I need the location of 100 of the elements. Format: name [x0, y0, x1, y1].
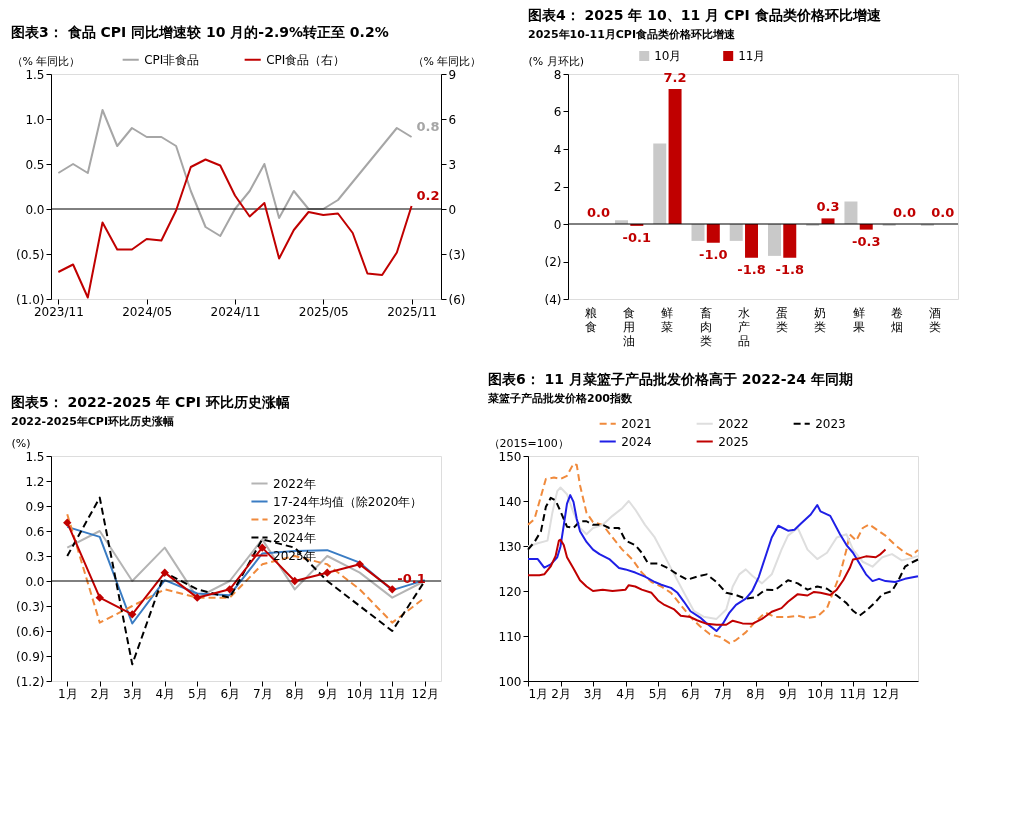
- x-tick-label: 5月: [648, 686, 669, 701]
- x-tick-label: 5月: [187, 686, 208, 701]
- y-tick-label: 1.2: [25, 474, 45, 489]
- legend-label: 2025: [718, 434, 749, 449]
- x-tick-label: 12月: [411, 686, 439, 701]
- y-tick-label: 0.5: [25, 157, 45, 172]
- y-tick-label: 130: [498, 539, 522, 554]
- y-tick-label: (0.9): [16, 649, 45, 664]
- x-tick-label: 11月: [379, 686, 407, 701]
- x-tick-label: 4月: [616, 686, 636, 701]
- x-tick-label: 畜肉类: [699, 305, 712, 348]
- legend-label: CPI非食品: [144, 52, 200, 67]
- y-tick-label: (1.2): [16, 674, 45, 689]
- x-tick-label: 粮食: [584, 305, 597, 334]
- x-tick-label: 2月: [90, 686, 111, 701]
- data-label: 0.3: [816, 199, 840, 215]
- y-tick-label: (4): [544, 292, 562, 307]
- y2-tick-label: (3): [448, 247, 466, 262]
- x-tick-label: 2025/05: [298, 304, 349, 319]
- chart-title: 图表3： 食品 CPI 同比增速较 10 月的-2.9%转正至 0.2%: [11, 24, 389, 40]
- legend-label: 2021: [621, 416, 652, 431]
- y-tick-label: (1.0): [16, 292, 45, 307]
- y2-tick-label: 0: [448, 202, 457, 217]
- y-tick-label: 1.5: [25, 67, 45, 82]
- y-tick-label: 100: [498, 674, 522, 689]
- y-tick-label: 0: [553, 217, 562, 232]
- legend-label: 11月: [738, 49, 766, 63]
- data-label: 0.0: [931, 205, 955, 220]
- y-tick-label: 8: [553, 67, 562, 82]
- x-tick-label: 10月: [807, 686, 835, 701]
- y-tick-label: 4: [553, 142, 562, 157]
- legend-label: 10月: [654, 49, 682, 63]
- data-label: -0.1: [622, 229, 652, 245]
- x-tick-label: 6月: [220, 686, 241, 701]
- x-tick-label: 2月: [551, 686, 571, 701]
- x-tick-label: 2024/05: [122, 304, 173, 319]
- data-label: -1.8: [737, 261, 766, 277]
- y-tick-label: 0.0: [25, 574, 45, 589]
- legend-label: 2025年: [273, 548, 316, 563]
- y2-tick-label: (6): [448, 292, 466, 307]
- x-tick-label: 奶类: [814, 305, 827, 334]
- x-tick-label: 1月: [57, 686, 78, 701]
- y2-axis-title: （% 年同比）: [412, 54, 482, 68]
- x-tick-label: 鲜菜: [661, 305, 674, 334]
- data-label: 0.8: [416, 119, 440, 134]
- y-tick-label: (0.6): [16, 624, 45, 639]
- y-tick-label: 0.9: [25, 499, 45, 514]
- y-tick-label: 0.0: [25, 202, 45, 217]
- data-label: -1.0: [699, 246, 728, 262]
- y-axis-title: （2015=100）: [488, 436, 569, 450]
- legend-label: 2022年: [273, 476, 316, 491]
- y-axis-title: （% 年同比）: [11, 54, 81, 68]
- y-tick-label: 120: [498, 584, 522, 599]
- y-tick-label: 150: [498, 449, 522, 464]
- legend-label: 2023年: [273, 512, 316, 527]
- x-tick-label: 酒类: [929, 305, 942, 334]
- x-tick-label: 12月: [872, 686, 900, 701]
- x-tick-label: 水产品: [737, 305, 750, 348]
- data-label: -1.8: [775, 261, 804, 277]
- y-tick-label: 1.0: [25, 112, 45, 127]
- y-tick-label: (0.3): [16, 599, 45, 614]
- x-tick-label: 6月: [681, 686, 701, 701]
- chart-subtitle: 菜篮子产品批发价格200指数: [487, 392, 633, 405]
- x-tick-label: 7月: [713, 686, 734, 701]
- legend-label: 2022: [718, 416, 749, 431]
- data-label: 0.0: [892, 205, 916, 220]
- x-tick-label: 10月: [346, 686, 374, 701]
- data-label: -0.1: [397, 571, 426, 587]
- x-tick-label: 卷烟: [890, 305, 903, 334]
- y-tick-label: (2): [544, 255, 562, 269]
- x-tick-label: 2025/11: [387, 304, 437, 319]
- x-tick-label: 2024/11: [210, 304, 261, 319]
- legend-label: CPI食品（右）: [266, 52, 346, 67]
- data-label: -0.3: [852, 233, 881, 249]
- y-tick-label: 0.3: [25, 549, 45, 564]
- data-label: 7.2: [663, 70, 687, 85]
- x-tick-label: 7月: [252, 686, 273, 701]
- data-label: 0.2: [416, 188, 440, 203]
- chart-subtitle: 2022-2025年CPI环比历史涨幅: [11, 415, 175, 428]
- x-tick-label: 食用油: [623, 305, 636, 348]
- y2-tick-label: 3: [448, 157, 457, 172]
- y-axis-title: (%): [11, 436, 31, 450]
- y-tick-label: (0.5): [16, 247, 45, 262]
- data-label: 0.0: [587, 205, 611, 220]
- y-axis-title: (% 月环比): [528, 54, 585, 68]
- x-tick-label: 8月: [285, 686, 306, 701]
- x-tick-label: 8月: [746, 686, 766, 701]
- legend-label: 2024年: [273, 530, 316, 545]
- x-tick-label: 4月: [155, 686, 176, 701]
- x-tick-label: 2023/11: [33, 304, 84, 319]
- chart-title: 图表6： 11 月菜篮子产品批发价格高于 2022-24 年同期: [488, 371, 853, 387]
- x-tick-label: 蛋类: [776, 305, 789, 334]
- legend-label: 17-24年均值（除2020年）: [273, 494, 423, 509]
- y-tick-label: 6: [553, 105, 562, 119]
- chart-subtitle: 2025年10-11月CPI食品类价格环比增速: [528, 28, 737, 41]
- legend-label: 2023: [815, 416, 846, 431]
- x-tick-label: 11月: [839, 686, 868, 701]
- x-tick-label: 1月: [528, 686, 549, 701]
- x-tick-label: 9月: [778, 686, 799, 701]
- y2-tick-label: 6: [448, 112, 457, 127]
